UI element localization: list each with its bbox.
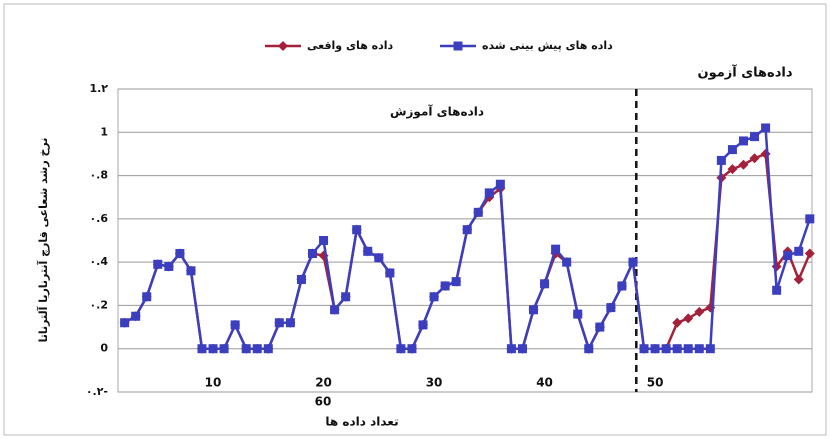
x-tick-label: 50 [647, 376, 664, 390]
data-point [131, 311, 141, 321]
x-tick-label: 60 [315, 395, 332, 409]
data-point [738, 159, 749, 170]
data-point [352, 225, 362, 235]
data-point [793, 274, 804, 285]
frame [3, 3, 827, 436]
data-point [573, 309, 583, 319]
data-point [208, 344, 218, 354]
data-point [120, 318, 130, 328]
data-point [794, 246, 804, 256]
data-point [219, 344, 229, 354]
data-point [164, 261, 174, 271]
data-point [274, 318, 284, 328]
data-point [639, 344, 649, 354]
data-point [363, 246, 373, 256]
x-axis-label: تعداد داده ها [325, 415, 398, 429]
y-tick-label: ۰.4 [89, 255, 108, 268]
data-point [197, 344, 207, 354]
x-tick-label: 30 [426, 376, 443, 390]
y-tick-label: ۰.۲- [86, 385, 108, 398]
data-point [307, 248, 317, 258]
data-point [584, 344, 594, 354]
data-point [772, 285, 782, 295]
data-point [761, 123, 771, 133]
data-point [241, 344, 251, 354]
data-point [595, 322, 605, 332]
data-point [296, 274, 306, 284]
y-tick-label: ۰.6 [89, 212, 108, 225]
data-point [462, 225, 472, 235]
data-point [617, 281, 627, 291]
data-point [484, 188, 494, 198]
data-point [804, 248, 815, 259]
x-tick-label: 10 [205, 376, 222, 390]
legend-label: داده های پیش بینی شده [482, 39, 613, 52]
legend-marker [453, 41, 463, 51]
data-point [529, 305, 539, 315]
data-point [683, 344, 693, 354]
data-point [263, 344, 273, 354]
y-tick-label: 1 [100, 125, 108, 138]
data-point [705, 344, 715, 354]
data-point [407, 344, 417, 354]
data-point [473, 207, 483, 217]
data-point [374, 253, 384, 263]
data-point [451, 277, 461, 287]
y-tick-label: 0 [100, 342, 108, 355]
data-point [142, 292, 152, 302]
y-tick-label: 1.۲ [89, 82, 108, 95]
data-point [661, 344, 671, 354]
x-tick-label: 40 [536, 376, 553, 390]
data-point [230, 320, 240, 330]
data-point [672, 317, 683, 328]
data-point [341, 292, 351, 302]
data-point [650, 344, 660, 354]
data-point [175, 248, 185, 258]
data-point [783, 251, 793, 261]
data-point [396, 344, 406, 354]
y-tick-label: ۰.2 [89, 298, 108, 311]
data-point [418, 320, 428, 330]
data-point [683, 313, 694, 324]
data-point [551, 244, 561, 254]
legend-marker [278, 41, 288, 51]
data-point [749, 153, 760, 164]
data-point [727, 145, 737, 155]
data-point [506, 344, 516, 354]
y-tick-label: ۰.8 [89, 169, 108, 182]
data-point [330, 305, 340, 315]
x-tick-label: 20 [315, 376, 332, 390]
data-point [429, 292, 439, 302]
data-point [153, 259, 163, 269]
y-axis-label: نرخ رشد شعاعی قارچ آنترناریا آلترناتا [36, 138, 51, 343]
annotation: داده‌های آموزش [390, 104, 484, 120]
data-point [694, 344, 704, 354]
data-point [252, 344, 262, 354]
data-point [540, 279, 550, 289]
data-point [319, 236, 329, 245]
data-point [562, 257, 572, 267]
annotation: داده‌های آزمون [697, 64, 792, 81]
data-point [628, 257, 638, 267]
legend-label: داده های واقعی [307, 39, 394, 52]
data-point [805, 214, 815, 224]
data-point [440, 281, 450, 291]
data-point [716, 155, 726, 165]
data-point [750, 132, 760, 142]
data-point [738, 136, 748, 146]
data-point [517, 344, 527, 354]
data-point [694, 306, 705, 317]
data-point [606, 303, 616, 313]
data-point [385, 268, 395, 278]
data-point [186, 266, 196, 276]
data-point [727, 164, 738, 175]
data-point [495, 179, 505, 189]
data-point [672, 344, 682, 354]
data-point [285, 318, 295, 328]
